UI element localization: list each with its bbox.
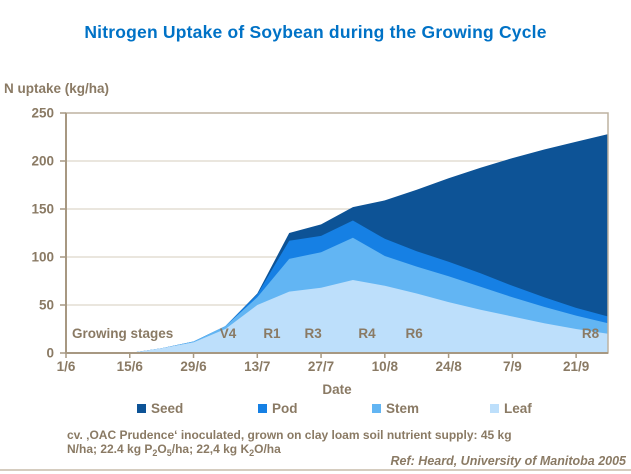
legend-swatch-pod [258,404,267,413]
y-tick-label: 250 [31,106,54,121]
area-leaf [66,280,608,353]
x-tick-label: 29/6 [180,359,207,374]
growing-stages-label: Growing stages [72,326,173,341]
footnote-line-2: N/ha; 22.4 kg P2O5/ha; 22,4 kg K2O/ha [67,442,281,458]
legend: Seed Pod Stem Leaf [0,401,631,419]
legend-item-pod: Pod [258,401,298,416]
legend-item-leaf: Leaf [490,401,532,416]
footnote-text-part: O/ha [254,442,281,456]
legend-label-leaf: Leaf [504,401,532,416]
legend-swatch-seed [137,404,146,413]
y-axis-title: N uptake (kg/ha) [4,81,110,96]
legend-label-stem: Stem [386,401,420,416]
x-tick-label: 27/7 [308,359,334,374]
stage-label-r8: R8 [582,326,600,341]
y-tick-label: 100 [31,250,54,265]
footnote-line-1: cv. ‚OAC Prudence‘ inoculated, grown on … [67,428,512,442]
footnote-text-part: N/ha; 22.4 kg P [67,442,153,456]
footnote-text-part: /ha; 22,4 kg K [171,442,250,456]
legend-swatch-leaf [490,404,499,413]
legend-label-seed: Seed [151,401,184,416]
y-tick-label: 150 [31,202,54,217]
x-tick-label: 13/7 [244,359,270,374]
footnote-text-part: O [157,442,167,456]
legend-item-stem: Stem [372,401,419,416]
footnote-subscript: 2 [152,448,158,458]
bottom-divider [0,469,631,471]
x-tick-label: 10/8 [372,359,399,374]
legend-label-pod: Pod [272,401,298,416]
x-tick-label: 7/9 [503,359,522,374]
y-tick-label: 200 [31,154,54,169]
legend-item-seed: Seed [137,401,183,416]
x-tick-label: 1/6 [57,359,76,374]
x-axis-title: Date [322,382,352,397]
x-tick-label: 24/8 [435,359,462,374]
footnote-subscript: 5 [166,448,172,458]
stage-label-v4: V4 [220,326,237,341]
footnote-subscript: 2 [249,448,255,458]
stage-label-r6: R6 [406,326,424,341]
stage-label-r3: R3 [304,326,322,341]
chart-title: Nitrogen Uptake of Soybean during the Gr… [84,22,547,42]
y-tick-label: 50 [39,298,54,313]
reference-text: Ref: Heard, University of Manitoba 2005 [390,454,626,468]
x-tick-label: 15/6 [117,359,144,374]
legend-swatch-stem [372,404,381,413]
y-tick-label: 0 [46,346,54,361]
stage-label-r4: R4 [358,326,376,341]
stage-label-r1: R1 [263,326,281,341]
x-tick-label: 21/9 [563,359,589,374]
